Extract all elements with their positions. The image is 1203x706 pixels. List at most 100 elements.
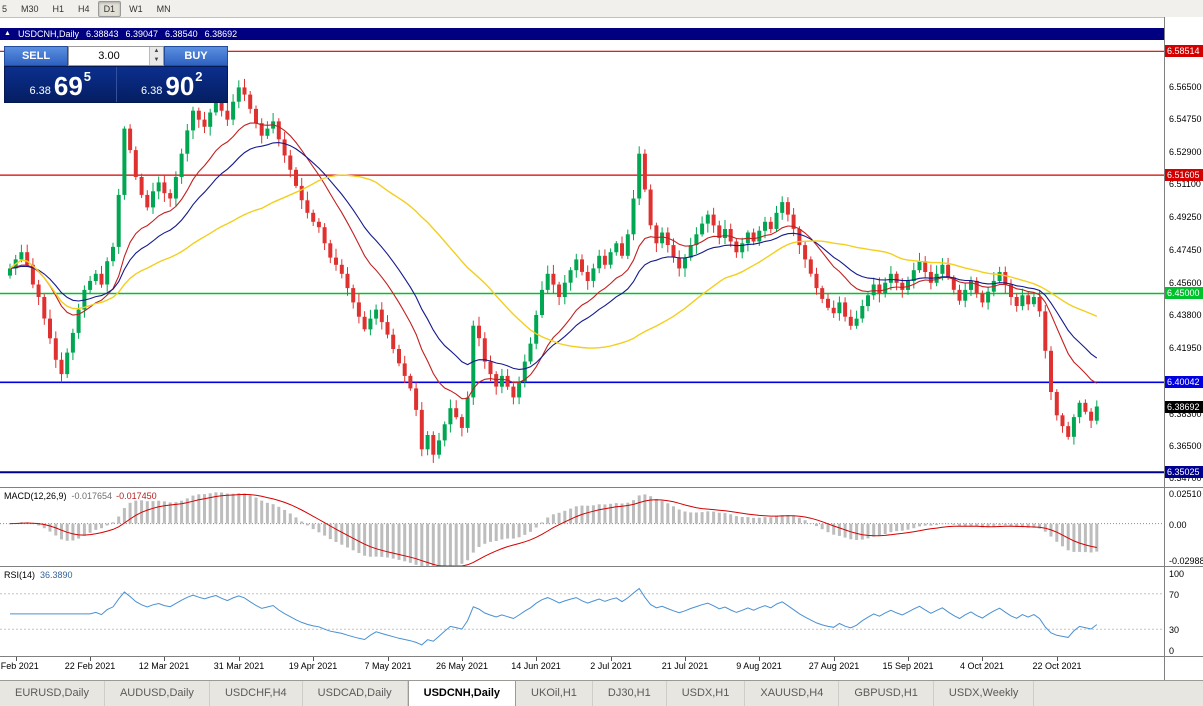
- rsi-axis-label: 70: [1169, 590, 1180, 600]
- chart-tab-audusd-daily[interactable]: AUDUSD,Daily: [105, 681, 210, 706]
- candles: [8, 78, 1099, 463]
- date-tick: [685, 657, 686, 661]
- volume-spinner: ▲ ▼: [149, 47, 163, 65]
- macd-indicator-chart[interactable]: [0, 488, 1164, 566]
- moving-average-lines: [9, 122, 1098, 400]
- date-tick: [982, 657, 983, 661]
- date-axis-label: 2 Jul 2021: [590, 661, 632, 671]
- buy-price-big: 90: [165, 71, 195, 101]
- rsi-value: 36.3890: [40, 570, 73, 580]
- rsi-axis-label: 30: [1169, 625, 1180, 635]
- buy-button[interactable]: BUY: [164, 46, 228, 66]
- chart-tab-usdcnh-daily[interactable]: USDCNH,Daily: [407, 681, 517, 706]
- date-tick: [908, 657, 909, 661]
- chart-title-bar: ▲ USDCNH,Daily 6.38843 6.39047 6.38540 6…: [0, 28, 1203, 40]
- chart-symbol-title: USDCNH,Daily: [17, 29, 79, 39]
- date-axis-label: 7 May 2021: [364, 661, 412, 671]
- ohlc-high: 6.39047: [125, 29, 159, 39]
- rsi-indicator-chart[interactable]: [0, 567, 1164, 656]
- timeframe-toolbar: 5 M30 H1 H4 D1 W1 MN: [0, 0, 1203, 18]
- sell-price-small: 6.38: [29, 85, 51, 97]
- price-axis-label: 6.45600: [1169, 278, 1202, 288]
- rsi-axis-label: 100: [1169, 569, 1185, 579]
- ohlc-close: 6.38692: [204, 29, 238, 39]
- price-axis-label: 6.36500: [1169, 441, 1202, 451]
- price-axis-label: 6.34700: [1169, 473, 1202, 483]
- date-tick: [759, 657, 760, 661]
- macd-panel-separator[interactable]: [0, 487, 1203, 488]
- macd-axis-label: 0.00: [1169, 520, 1187, 530]
- chart-tab-usdx-weekly[interactable]: USDX,Weekly: [934, 681, 1035, 706]
- date-axis-label: 22 Feb 2021: [64, 661, 116, 671]
- chart-tab-usdchf-h4[interactable]: USDCHF,H4: [210, 681, 303, 706]
- price-axis-label: 6.43800: [1169, 310, 1202, 320]
- timeframe-button-w1[interactable]: W1: [129, 3, 143, 14]
- date-tick: [16, 657, 17, 661]
- price-axis-label: 6.54750: [1169, 114, 1202, 124]
- sell-button[interactable]: SELL: [4, 46, 68, 66]
- timeframe-button-h4[interactable]: H4: [78, 3, 90, 14]
- sell-price-sup: 5: [83, 69, 92, 84]
- date-tick: [611, 657, 612, 661]
- chart-tab-eurusd-daily[interactable]: EURUSD,Daily: [0, 681, 105, 706]
- price-axis-label: 6.52900: [1169, 147, 1202, 157]
- price-level-badge: 6.51605: [1165, 169, 1203, 181]
- timeframe-button-m30[interactable]: M30: [21, 3, 39, 14]
- one-click-trading-panel: SELL 3.00 ▲ ▼ BUY 6.38 69 5 6.38 90 2: [4, 46, 228, 103]
- volume-down-icon[interactable]: ▼: [153, 57, 160, 63]
- chart-tab-gbpusd-h1[interactable]: GBPUSD,H1: [839, 681, 934, 706]
- price-axis[interactable]: [1164, 17, 1203, 680]
- rsi-line: [10, 587, 1098, 646]
- slow-ma-line[interactable]: [9, 174, 1098, 349]
- chart-tab-usdx-h1[interactable]: USDX,H1: [667, 681, 746, 706]
- ohlc-low: 6.38540: [165, 29, 198, 39]
- date-tick: [313, 657, 314, 661]
- timeframe-button-h1[interactable]: H1: [52, 3, 65, 14]
- date-tick: [834, 657, 835, 661]
- rsi-label: RSI(14) 36.3890: [4, 570, 73, 580]
- date-tick: [1057, 657, 1058, 661]
- mid-ma-line[interactable]: [9, 142, 1098, 370]
- rsi-axis-label: 0: [1169, 646, 1175, 656]
- macd-main-value: -0.017654: [71, 491, 113, 501]
- chart-tab-dj30-h1[interactable]: DJ30,H1: [593, 681, 667, 706]
- volume-up-icon[interactable]: ▲: [153, 48, 160, 54]
- price-axis-label: 6.51100: [1169, 179, 1201, 189]
- ohlc-open: 6.38843: [85, 29, 119, 39]
- macd-signal-line: [9, 493, 1097, 566]
- horizontal-level-lines[interactable]: [0, 50, 1164, 474]
- timeframe-button-d1[interactable]: D1: [97, 0, 122, 17]
- date-axis-label: 12 Mar 2021: [138, 661, 190, 671]
- sell-price-display[interactable]: 6.38 69 5: [5, 67, 116, 102]
- volume-input[interactable]: 3.00 ▲ ▼: [68, 46, 164, 66]
- timeframe-button-5[interactable]: 5: [2, 3, 8, 14]
- price-axis-label: 6.38300: [1169, 409, 1202, 419]
- chart-collapse-icon[interactable]: ▲: [4, 30, 11, 37]
- price-level-badge: 6.45000: [1165, 287, 1203, 299]
- price-axis-label: 6.47450: [1169, 245, 1202, 255]
- current-price-badge: 6.38692: [1165, 401, 1203, 413]
- fast-ma-line[interactable]: [9, 122, 1098, 400]
- date-axis-label: 22 Oct 2021: [1032, 661, 1082, 671]
- macd-signal-value: -0.017450: [116, 491, 157, 501]
- price-axis-label: 6.56500: [1169, 82, 1202, 92]
- rsi-name: RSI(14): [4, 570, 36, 580]
- date-tick: [388, 657, 389, 661]
- date-tick: [90, 657, 91, 661]
- rsi-panel-separator[interactable]: [0, 566, 1203, 567]
- date-axis-label: 26 May 2021: [435, 661, 489, 671]
- buy-price-display[interactable]: 6.38 90 2: [115, 67, 228, 102]
- date-tick: [462, 657, 463, 661]
- macd-histogram: [8, 492, 1099, 566]
- main-price-chart[interactable]: [0, 39, 1164, 487]
- chart-tab-xauusd-h4[interactable]: XAUUSD,H4: [745, 681, 840, 706]
- volume-value[interactable]: 3.00: [98, 50, 120, 62]
- timeframe-button-mn[interactable]: MN: [156, 3, 171, 14]
- date-axis-label: 31 Mar 2021: [213, 661, 265, 671]
- chart-tab-usdcad-daily[interactable]: USDCAD,Daily: [303, 681, 408, 706]
- date-axis-label: 4 Oct 2021: [959, 661, 1005, 671]
- buy-price-small: 6.38: [140, 85, 163, 97]
- chart-tab-ukoil-h1[interactable]: UKOil,H1: [516, 681, 593, 706]
- chart-tab-bar: EURUSD,Daily AUDUSD,Daily USDCHF,H4 USDCAD,…: [0, 680, 1203, 706]
